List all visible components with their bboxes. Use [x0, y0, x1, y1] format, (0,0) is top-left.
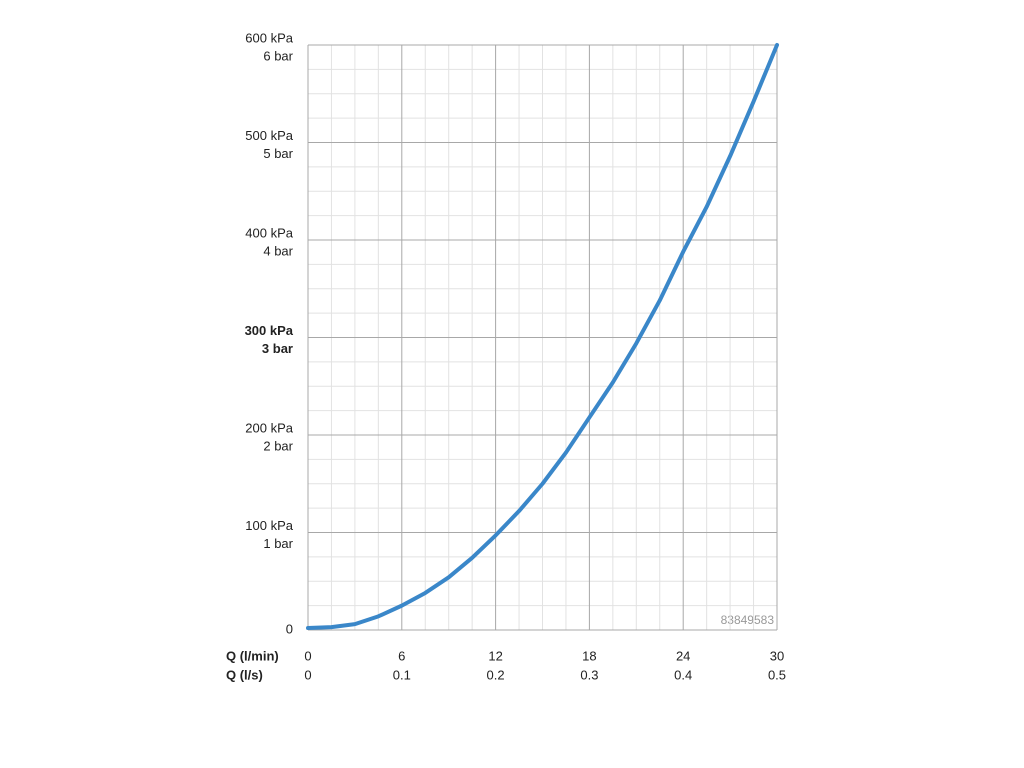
annotation: 83849583 — [721, 613, 775, 627]
y-tick-label: 600 kPa — [245, 30, 293, 45]
y-tick-label: 400 kPa — [245, 225, 293, 240]
x-tick-label: 18 — [582, 648, 596, 663]
y-tick-sublabel: 4 bar — [263, 243, 293, 258]
x2-tick-label: 0.5 — [768, 667, 786, 682]
y-tick-label: 300 kPa — [245, 323, 294, 338]
y-tick-label: 200 kPa — [245, 420, 293, 435]
x2-tick-label: 0 — [304, 667, 311, 682]
x-tick-label: 12 — [488, 648, 502, 663]
x-tick-label: 24 — [676, 648, 690, 663]
x2-tick-label: 0.3 — [580, 667, 598, 682]
y-tick-sublabel: 2 bar — [263, 438, 293, 453]
y-tick-sublabel: 6 bar — [263, 48, 293, 63]
y-tick-sublabel: 5 bar — [263, 146, 293, 161]
x-tick-label: 6 — [398, 648, 405, 663]
x-axis-label: Q (l/min) — [226, 648, 279, 663]
y-tick-sublabel: 1 bar — [263, 536, 293, 551]
y-tick-label: 100 kPa — [245, 518, 293, 533]
x-tick-label: 0 — [304, 648, 311, 663]
x-tick-label: 30 — [770, 648, 784, 663]
x2-tick-label: 0.4 — [674, 667, 692, 682]
x2-tick-label: 0.2 — [487, 667, 505, 682]
y-tick-sublabel: 3 bar — [262, 341, 293, 356]
data-line — [306, 43, 779, 631]
y-tick-label: 500 kPa — [245, 128, 293, 143]
x2-tick-label: 0.1 — [393, 667, 411, 682]
x2-axis-label: Q (l/s) — [226, 667, 263, 682]
y-tick-label: 0 — [286, 621, 293, 636]
